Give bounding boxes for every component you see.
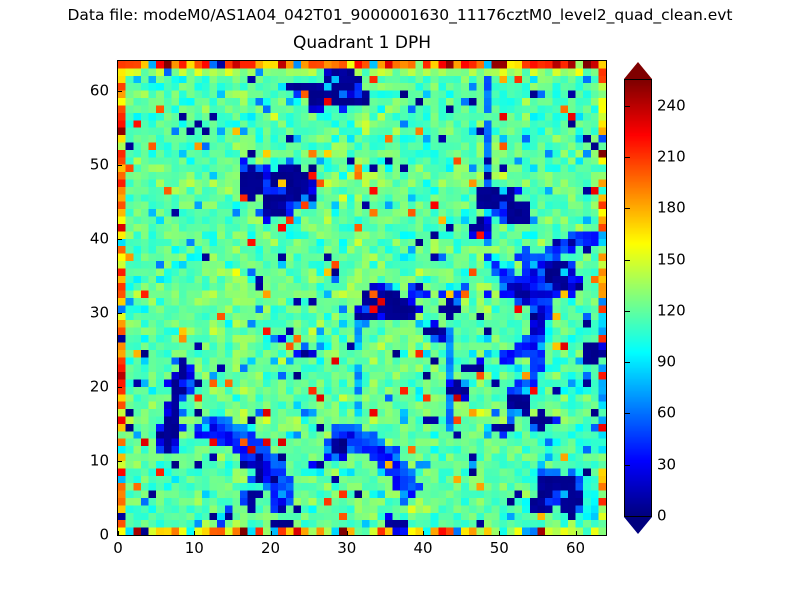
- heatmap-axes[interactable]: [117, 60, 607, 536]
- colorbar-tick-label: 30: [657, 455, 677, 474]
- colorbar-tick-mark: [625, 464, 630, 466]
- y-tick-label: 40: [89, 229, 109, 248]
- y-tick-mark: [118, 386, 122, 388]
- y-tick-mark: [118, 90, 122, 92]
- x-tick-label: 10: [184, 539, 204, 557]
- colorbar-tick-mark: [625, 105, 630, 107]
- colorbar-tick-mark: [625, 310, 630, 312]
- x-tick-label: 30: [337, 539, 357, 557]
- colorbar-tick-mark: [625, 259, 630, 261]
- colorbar-tick-label: 0: [657, 506, 667, 525]
- x-tick-mark: [346, 531, 348, 535]
- y-tick-label: 60: [89, 81, 109, 100]
- y-tick-label: 20: [89, 377, 109, 396]
- colorbar-tick-mark: [625, 208, 630, 210]
- colorbar[interactable]: [624, 79, 652, 517]
- x-tick-label: 0: [113, 539, 123, 557]
- y-tick-label: 30: [89, 303, 109, 322]
- x-tick-mark: [423, 531, 424, 535]
- x-tick-mark: [194, 531, 196, 535]
- colorbar-extend-min-arrow-icon: [624, 517, 652, 534]
- x-tick-label: 20: [260, 539, 281, 557]
- x-tick-label: 40: [413, 539, 433, 557]
- y-tick-mark: [118, 460, 122, 462]
- colorbar-tick-label: 90: [657, 352, 677, 371]
- data-file-suptitle: Data file: modeM0/AS1A04_042T01_90000016…: [67, 6, 733, 24]
- y-tick-mark: [118, 535, 122, 536]
- x-tick-label: 60: [565, 539, 586, 557]
- dph-heatmap-image[interactable]: [118, 61, 606, 535]
- colorbar-extend-max-arrow-icon: [624, 62, 652, 79]
- colorbar-tick-mark: [625, 413, 630, 415]
- x-tick-label: 50: [489, 539, 509, 557]
- y-tick-label: 10: [89, 451, 109, 470]
- colorbar-tick-label: 210: [657, 147, 686, 166]
- y-tick-label: 0: [99, 525, 109, 544]
- x-tick-mark: [118, 531, 119, 535]
- colorbar-tick-label: 60: [657, 403, 677, 422]
- y-tick-mark: [118, 164, 122, 166]
- colorbar-tick-mark: [625, 516, 630, 517]
- y-tick-label: 50: [89, 155, 109, 174]
- x-tick-mark: [499, 531, 501, 535]
- x-tick-mark: [575, 531, 577, 535]
- colorbar-tick-label: 180: [657, 198, 686, 217]
- y-tick-mark: [118, 312, 122, 314]
- y-tick-mark: [118, 238, 122, 240]
- colorbar-tick-label: 150: [657, 250, 686, 269]
- colorbar-tick-mark: [625, 156, 630, 158]
- x-tick-mark: [270, 531, 272, 535]
- colorbar-tick-label: 240: [657, 96, 686, 115]
- colorbar-tick-mark: [625, 362, 630, 364]
- page-title: Quadrant 1 DPH: [293, 33, 431, 53]
- colorbar-tick-label: 120: [657, 301, 686, 320]
- colorbar-gradient: [625, 80, 651, 516]
